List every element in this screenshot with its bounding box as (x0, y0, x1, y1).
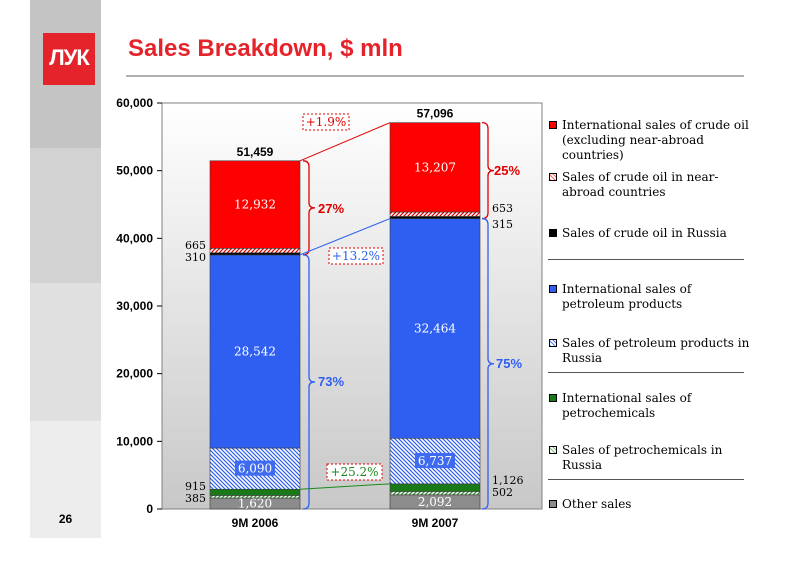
data-label: 6,737 (418, 454, 452, 468)
legend-label: Sales of crude oil in Russia (562, 226, 727, 240)
y-tick-label: 0 (146, 502, 153, 516)
brace (302, 254, 316, 510)
slide-title: Sales Breakdown, $ mln (128, 35, 403, 62)
legend-label: Sales of petroleum products in Russia (562, 336, 750, 365)
legend-divider (548, 479, 744, 480)
growth-box (328, 247, 384, 265)
bar-segment-5-0 (209, 252, 301, 256)
share-label: 75% (496, 356, 522, 371)
y-tick-label: 30,000 (116, 299, 153, 313)
legend-divider (548, 259, 744, 260)
legend-swatch (549, 121, 557, 129)
growth-label: +13.2% (332, 249, 380, 263)
legend-swatch (549, 394, 557, 402)
bar-segment-2-0 (209, 488, 301, 496)
bar-total-label: 57,096 (417, 107, 454, 121)
bar-segment-2-1 (389, 483, 481, 492)
data-label: 653 (492, 202, 513, 215)
legend-label: International sales of crude oil (exclud… (562, 118, 749, 162)
bar-segment-5-1 (389, 216, 481, 219)
legend-label: International sales of petroleum product… (562, 282, 692, 311)
legend-label: Sales of petrochemicals in Russia (562, 443, 723, 472)
crude-growth-connector (299, 122, 391, 162)
data-label: 315 (492, 218, 513, 231)
growth-label: +25.2% (330, 465, 378, 479)
bar-segment-7-0 (209, 160, 301, 249)
bar-segment-4-0 (209, 254, 301, 449)
bar-segment-6-0 (209, 248, 301, 254)
x-tick-label: 9M 2007 (412, 516, 459, 530)
title-divider (126, 75, 744, 77)
legend-swatch (549, 285, 557, 293)
data-label: 502 (492, 486, 513, 499)
bar-total-label: 51,459 (237, 145, 274, 159)
legend-divider (548, 372, 744, 373)
lukoil-logo: ЛУК (43, 33, 95, 85)
data-label: 665 (185, 239, 206, 252)
legend-label: Sales of crude oil in near-abroad countr… (562, 170, 719, 199)
legend-swatch (549, 446, 557, 454)
data-label: 2,092 (418, 495, 452, 509)
bar-segment-4-1 (389, 218, 481, 439)
y-tick-label: 50,000 (116, 164, 153, 178)
data-label: 310 (185, 251, 206, 264)
legend-swatch (549, 500, 557, 508)
data-label-box (235, 460, 275, 476)
legend-swatch (549, 229, 557, 237)
data-label: 28,542 (234, 344, 276, 358)
data-label: 1,620 (238, 497, 272, 511)
y-tick-label: 60,000 (116, 96, 153, 110)
brace (481, 122, 495, 220)
share-label: 73% (318, 374, 344, 389)
data-label-box (415, 453, 455, 469)
legend-swatch (549, 173, 557, 181)
y-tick-label: 40,000 (116, 231, 153, 245)
data-label: 32,464 (414, 321, 456, 335)
bar-segment-7-1 (389, 122, 481, 213)
growth-box (326, 463, 383, 481)
share-label: 25% (494, 163, 520, 178)
data-label: 915 (185, 480, 206, 493)
data-label: 13,207 (414, 160, 456, 174)
y-tick-label: 10,000 (116, 434, 153, 448)
growth-box (302, 113, 350, 131)
growth-label: +1.9% (306, 115, 347, 129)
y-tick-label: 20,000 (116, 367, 153, 381)
legend-label: Other sales (562, 497, 632, 511)
data-label: 6,090 (238, 462, 272, 476)
data-label: 12,932 (234, 198, 276, 212)
data-label: 1,126 (492, 474, 524, 487)
left-decorative-strip (30, 0, 101, 538)
bar-segment-6-1 (389, 211, 481, 217)
data-label: 385 (185, 492, 206, 505)
logo-text: ЛУК (49, 45, 90, 70)
brace (481, 217, 495, 510)
petrochem-growth-connector (299, 483, 391, 490)
legend-label: International sales of petrochemicals (562, 391, 692, 420)
share-label: 27% (318, 201, 344, 216)
x-tick-label: 9M 2006 (232, 516, 279, 530)
products-growth-connector (299, 218, 391, 256)
page-number: 26 (58, 512, 73, 526)
legend-swatch (549, 339, 557, 347)
